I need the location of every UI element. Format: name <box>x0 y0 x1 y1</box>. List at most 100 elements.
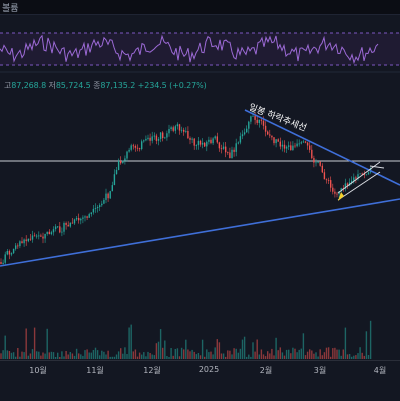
candle-body <box>248 121 250 129</box>
volume-bar <box>288 349 290 359</box>
volume-bar <box>124 347 126 359</box>
volume-bar <box>285 349 288 359</box>
volume-bar <box>29 353 32 359</box>
volume-bar <box>275 337 277 359</box>
volume-bar <box>243 336 246 359</box>
volume-bar <box>214 347 216 359</box>
volume-bar <box>218 342 221 359</box>
volume-bar <box>176 348 179 359</box>
candle-body <box>267 131 269 135</box>
wedge-upper-line[interactable] <box>337 161 381 194</box>
candle-body <box>271 135 273 138</box>
volume-bar <box>319 349 321 359</box>
volume-bar <box>27 355 29 359</box>
candle-body <box>78 218 80 221</box>
volume-bar <box>241 339 244 359</box>
volume-bar <box>327 347 330 359</box>
candle-body <box>346 183 349 186</box>
candle-body <box>277 139 279 142</box>
volume-bar <box>248 354 250 359</box>
volume-bar <box>111 356 113 359</box>
open-value: 87,268.8 <box>11 81 47 90</box>
candle-body <box>311 149 313 159</box>
xtick-oct: 10월 <box>29 366 47 375</box>
candle-body <box>12 248 15 254</box>
downtrend-line[interactable] <box>244 109 400 186</box>
time-axis[interactable]: 10월 11월 12월 2025 2월 3월 4월 <box>0 360 400 401</box>
volume-bar <box>12 352 15 359</box>
volume-bar <box>4 335 6 359</box>
volume-bar <box>36 351 38 359</box>
volume-bar <box>10 352 13 359</box>
volume-bar <box>63 356 65 359</box>
volume-bar <box>109 356 111 359</box>
candle-body <box>237 142 239 144</box>
close-label: 종 <box>93 81 101 90</box>
wedge-arrow-line[interactable] <box>369 165 385 169</box>
volume-bar <box>54 357 57 359</box>
volume-bar <box>42 352 44 359</box>
candle-body <box>29 238 32 240</box>
candle-body <box>147 137 149 139</box>
volume-bar <box>151 354 153 359</box>
volume-bar <box>40 355 42 359</box>
rsi-line <box>0 34 379 65</box>
volume-bar <box>193 351 195 359</box>
wedge-lower-line[interactable] <box>337 171 381 201</box>
volume-bar <box>172 355 174 359</box>
candle-body <box>315 162 317 164</box>
volume-bar <box>201 339 204 359</box>
volume-bar <box>344 327 347 359</box>
volume-bar <box>332 348 334 359</box>
volume-bar <box>84 350 86 359</box>
candle-body <box>229 152 231 158</box>
volume-bar <box>141 354 143 359</box>
candle-body <box>42 236 44 239</box>
volume-bar <box>157 341 160 359</box>
volume-bar <box>88 352 90 359</box>
volume-bar <box>294 348 296 359</box>
candle-body <box>134 146 137 148</box>
rising-trendline[interactable] <box>0 198 400 267</box>
candle-body <box>122 160 124 164</box>
volume-bar <box>86 349 88 359</box>
volume-bar <box>298 349 300 359</box>
candle-body <box>21 241 23 244</box>
volume-bar <box>369 320 372 359</box>
candle-body <box>330 180 332 188</box>
candle-body <box>275 139 277 144</box>
price-chart[interactable] <box>0 0 400 360</box>
volume-bar <box>348 354 351 359</box>
candle-body <box>38 235 40 237</box>
volume-bar <box>80 354 82 359</box>
volume-bar <box>283 355 286 359</box>
candle-body <box>90 212 92 215</box>
volume-bar <box>92 350 95 359</box>
candle-body <box>189 138 191 140</box>
volume-bar <box>145 356 147 359</box>
candle-body <box>113 174 116 186</box>
volume-bar <box>229 350 231 359</box>
candle-body <box>88 214 90 218</box>
candle-body <box>178 124 181 131</box>
candle-body <box>309 145 311 150</box>
candle-body <box>367 172 370 175</box>
candle-body <box>218 142 221 149</box>
volume-bar <box>96 350 99 359</box>
candle-body <box>241 134 244 137</box>
volume-bar <box>2 350 4 359</box>
volume-bar <box>147 351 149 359</box>
candle-body <box>136 147 139 149</box>
candle-body <box>80 218 82 221</box>
volume-bar <box>61 351 63 359</box>
candle-body <box>260 119 263 121</box>
volume-bar <box>187 349 189 359</box>
candle-body <box>99 205 101 207</box>
candle-body <box>94 208 97 209</box>
top-bar-label: 볼륨 <box>2 4 19 14</box>
volume-bar <box>204 356 206 359</box>
volume-bar <box>260 349 263 359</box>
candle-body <box>222 146 225 149</box>
volume-bar <box>279 347 281 359</box>
xtick-apr: 4월 <box>373 366 387 375</box>
